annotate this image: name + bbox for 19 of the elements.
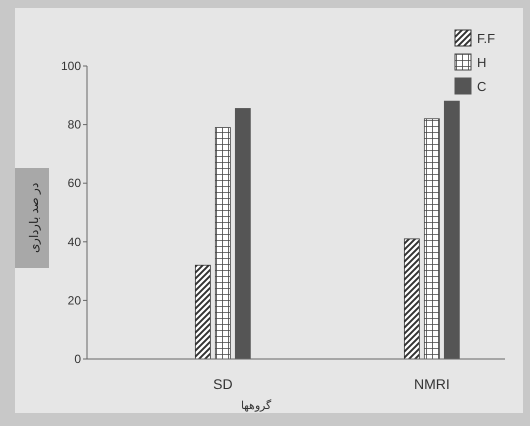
- bar: [194, 264, 211, 360]
- x-tick-label: NMRI: [414, 376, 450, 392]
- y-tick-label: 60: [68, 176, 82, 190]
- x-axis-title: گروهها: [241, 399, 272, 412]
- y-axis-title: در صد بارداری: [27, 183, 41, 253]
- bar: [444, 100, 460, 360]
- x-tick-label: SD: [213, 376, 233, 392]
- bar: [214, 127, 231, 360]
- legend-label: F.F: [477, 31, 496, 46]
- y-tick-label: 20: [68, 293, 82, 308]
- legend-label: H: [477, 55, 486, 70]
- y-tick-label: 0: [74, 352, 82, 366]
- bar: [424, 118, 440, 360]
- bar: [404, 238, 420, 360]
- legend-label: C: [477, 79, 486, 94]
- bar: [234, 108, 251, 360]
- y-tick-label: 80: [68, 118, 82, 132]
- y-tick-label: 40: [68, 234, 82, 249]
- y-tick-label: 100: [60, 59, 82, 73]
